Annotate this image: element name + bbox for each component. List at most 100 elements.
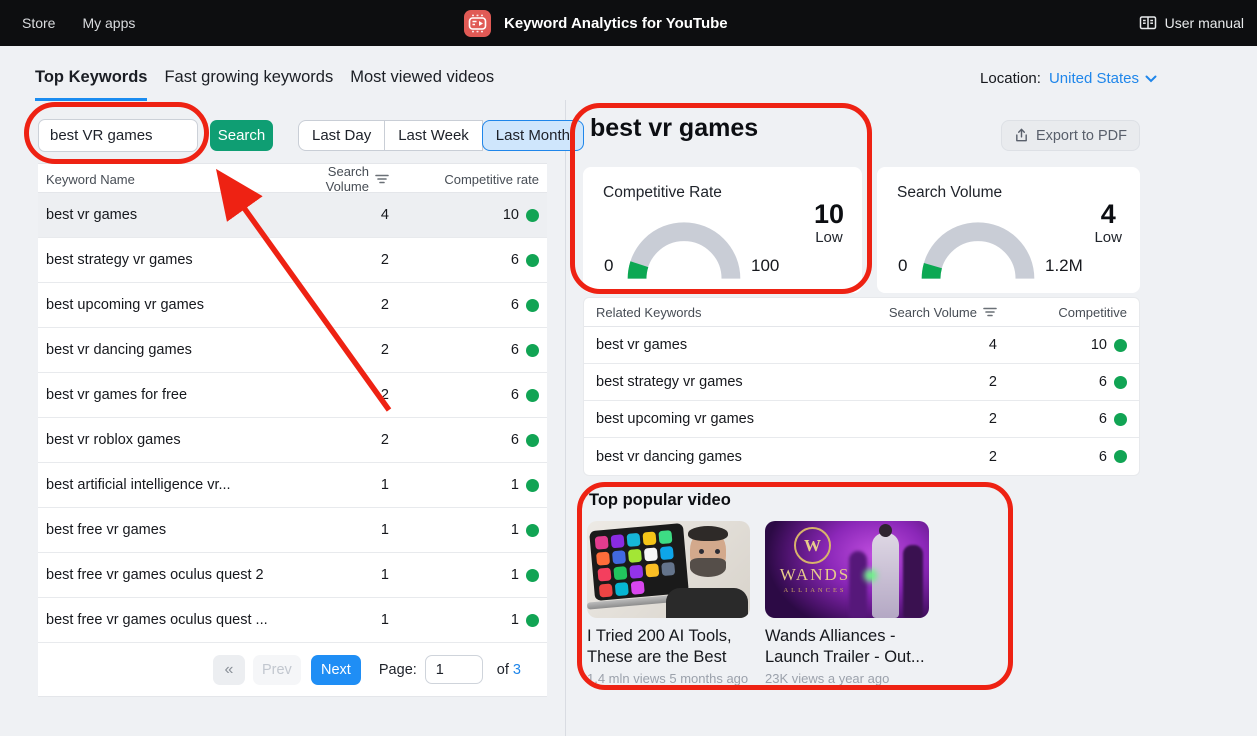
table-row[interactable]: best vr roblox games 2 6: [38, 418, 547, 463]
character-silhouette: [903, 545, 923, 618]
video-title[interactable]: Wands Alliances - Launch Trailer - Out..…: [765, 627, 925, 666]
rate-cell: 6: [1098, 448, 1107, 465]
search-volume-card: Search Volume 0 1.2M 4 Low: [877, 167, 1140, 293]
wands-logo-text: WANDS: [779, 565, 851, 584]
export-label: Export to PDF: [1035, 127, 1127, 144]
segment-last-month[interactable]: Last Month: [481, 120, 585, 151]
list-item[interactable]: best vr dancing games 2 6: [584, 438, 1139, 475]
location-select[interactable]: United States: [1049, 70, 1157, 87]
total-pages: 3: [512, 661, 521, 678]
volume-cell: 2: [380, 432, 389, 448]
rate-cell: 6: [510, 252, 519, 268]
location-control: Location: United States: [980, 70, 1157, 87]
video-thumbnail-ai-tools[interactable]: [587, 521, 750, 618]
video-meta: 23K views a year ago: [765, 671, 890, 686]
list-item[interactable]: best vr games 4 10: [584, 327, 1139, 364]
gauge-level: Low: [815, 229, 843, 246]
volume-cell: 2: [380, 252, 389, 268]
table-row[interactable]: best free vr games 1 1: [38, 508, 547, 553]
tab-most-viewed-videos[interactable]: Most viewed videos: [350, 68, 495, 86]
col-related-keywords: Related Keywords: [596, 304, 702, 320]
keyword-cell: best vr games for free: [46, 387, 188, 403]
table-row[interactable]: best artificial intelligence vr... 1 1: [38, 463, 547, 508]
rate-dot: [526, 478, 539, 492]
person-head-art: [688, 526, 728, 577]
tab-fast-growing-keywords[interactable]: Fast growing keywords: [164, 68, 334, 86]
gauge-max-label: 1.2M: [1045, 256, 1083, 275]
table-row[interactable]: best vr games 4 10: [38, 193, 547, 238]
keyword-cell: best vr games: [46, 207, 138, 223]
segment-last-week[interactable]: Last Week: [384, 120, 483, 151]
table-row[interactable]: best vr dancing games 2 6: [38, 328, 547, 373]
keyword-cell: best strategy vr games: [596, 374, 743, 390]
rate-cell: 1: [510, 612, 519, 628]
volume-cell: 4: [380, 207, 389, 223]
table-row[interactable]: best free vr games oculus quest 2 1 1: [38, 553, 547, 598]
location-label: Location:: [980, 70, 1041, 87]
app-title: Keyword Analytics for YouTube: [504, 14, 728, 32]
table-row[interactable]: best free vr games oculus quest ... 1 1: [38, 598, 547, 643]
first-page-button[interactable]: «: [212, 654, 245, 685]
gauge-arc: [921, 222, 1035, 280]
nav-my-apps[interactable]: My apps: [82, 15, 136, 31]
video-info: Wands Alliances - Launch Trailer - Out..…: [765, 626, 935, 686]
keyword-cell: best vr dancing games: [46, 342, 192, 358]
video-title[interactable]: I Tried 200 AI Tools, These are the Best: [587, 627, 732, 666]
gauge-title: Competitive Rate: [603, 184, 722, 201]
rate-cell: 10: [1090, 337, 1107, 353]
table-row[interactable]: best upcoming vr games 2 6: [38, 283, 547, 328]
table-row[interactable]: best strategy vr games 2 6: [38, 238, 547, 283]
keyword-cell: best upcoming vr games: [46, 297, 204, 313]
gauge-arc: [627, 222, 741, 280]
user-manual-label: User manual: [1164, 15, 1244, 31]
volume-cell: 2: [380, 387, 389, 403]
chevron-down-icon: [1145, 75, 1157, 83]
keyword-cell: best upcoming vr games: [596, 411, 754, 427]
export-to-pdf-button[interactable]: Export to PDF: [1000, 120, 1140, 151]
related-table-header: Related Keywords Search Volume Competiti…: [584, 298, 1139, 327]
keyword-cell: best free vr games oculus quest 2: [46, 567, 264, 583]
rate-dot: [526, 568, 539, 582]
gauge-value: 10: [813, 199, 844, 229]
col-search-volume[interactable]: Search Volume: [877, 305, 997, 320]
rate-dot: [1114, 412, 1127, 426]
gauge-value-block: 4 Low: [1094, 199, 1122, 246]
keyword-search-input[interactable]: [38, 119, 198, 152]
rate-cell: 6: [510, 342, 519, 358]
col-competitive: Competitive: [1058, 304, 1127, 320]
rate-cell: 6: [510, 432, 519, 448]
sort-icon[interactable]: [983, 306, 997, 318]
of-text: of: [496, 661, 509, 678]
list-item[interactable]: best strategy vr games 2 6: [584, 364, 1139, 401]
gauge-value-block: 10 Low: [814, 199, 844, 246]
video-thumbnail-wands[interactable]: W WANDS ALLIANCES: [765, 521, 929, 618]
table-row[interactable]: best vr games for free 2 6: [38, 373, 547, 418]
prev-page-button[interactable]: Prev: [252, 654, 301, 685]
page-label: Page:: [378, 661, 417, 678]
gauge-value: 4: [1100, 199, 1116, 229]
nav-store[interactable]: Store: [22, 15, 56, 31]
user-manual-link[interactable]: User manual: [1139, 0, 1244, 46]
gauge-min-label: 0: [898, 256, 908, 275]
book-icon: [1139, 15, 1157, 31]
col-search-volume[interactable]: Search Volume: [289, 164, 389, 194]
volume-cell: 2: [380, 342, 389, 358]
keyword-cell: best vr dancing games: [596, 448, 742, 465]
export-icon: [1014, 128, 1029, 143]
list-item[interactable]: best upcoming vr games 2 6: [584, 401, 1139, 438]
rate-dot: [526, 388, 539, 402]
sort-icon[interactable]: [375, 173, 389, 185]
rate-dot: [1114, 375, 1127, 389]
tab-top-keywords[interactable]: Top Keywords: [35, 68, 148, 101]
page-of-label: of 3: [497, 662, 521, 678]
video-info: I Tried 200 AI Tools, These are the Best…: [587, 626, 757, 686]
page-number-input[interactable]: [424, 655, 483, 684]
next-page-button[interactable]: Next: [310, 654, 361, 685]
volume-cell: 2: [988, 448, 997, 465]
wands-emblem: W: [794, 527, 831, 564]
rate-dot: [1114, 450, 1127, 463]
segment-last-day[interactable]: Last Day: [298, 120, 386, 151]
rate-dot: [526, 523, 539, 537]
search-button[interactable]: Search: [210, 120, 273, 151]
rate-dot: [526, 343, 539, 357]
